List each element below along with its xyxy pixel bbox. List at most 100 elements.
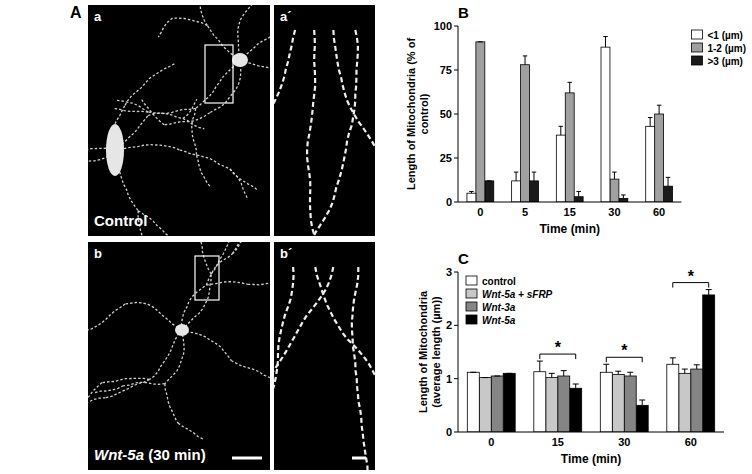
micrograph-content	[274, 30, 375, 236]
significance-mark: *	[555, 339, 562, 356]
error-cap	[627, 372, 633, 373]
x-tick-label: 5	[522, 206, 528, 218]
micrograph	[88, 242, 270, 470]
error-cap	[670, 357, 676, 358]
neurite	[173, 18, 208, 25]
panel-letter: C	[458, 250, 469, 267]
error-stem	[533, 172, 534, 181]
neurite	[150, 330, 183, 380]
significance-mark: *	[688, 268, 695, 285]
figure: AaControla´bWnt-5a (30 min)b´B0255075100…	[0, 0, 752, 474]
error-bar	[615, 371, 621, 374]
x-tick-label: 0	[477, 206, 483, 218]
y-tick	[454, 202, 458, 203]
error-cap	[621, 194, 625, 195]
neurite	[231, 361, 269, 378]
bar	[601, 47, 610, 202]
neurite	[274, 267, 294, 470]
bar	[691, 369, 703, 432]
legend: controlWnt-5a + sFRPWnt-3aWnt-5a	[466, 276, 553, 326]
micrograph	[274, 242, 375, 470]
bar	[476, 42, 485, 202]
legend-label: <1 (µm)	[707, 30, 743, 41]
scale-bar	[232, 457, 262, 460]
bar	[479, 378, 491, 432]
error-cap	[549, 373, 555, 374]
bar	[636, 405, 648, 432]
bar	[600, 372, 612, 432]
y-tick-label: 75	[440, 64, 452, 76]
error-bar	[469, 191, 473, 193]
x-tick-label: 30	[618, 436, 630, 448]
micrograph-content	[88, 242, 270, 458]
micrograph-content	[274, 267, 375, 470]
y-axis-title-line: (average length (µm))	[430, 296, 442, 408]
legend-swatch	[466, 302, 477, 311]
bar	[512, 181, 521, 202]
error-cap	[561, 370, 567, 371]
error-stem	[525, 56, 526, 65]
x-axis	[458, 202, 681, 203]
image-label: b	[94, 246, 102, 261]
error-bar	[573, 384, 579, 388]
x-tick-label: 30	[608, 206, 620, 218]
error-cap	[603, 36, 607, 37]
neurite	[148, 108, 195, 113]
image-caption: Control	[94, 212, 147, 229]
y-tick	[454, 272, 458, 273]
error-cap	[487, 180, 491, 181]
error-bar	[514, 172, 518, 181]
bar	[546, 378, 558, 432]
neurite	[206, 282, 248, 285]
neurite	[248, 283, 270, 285]
y-tick	[454, 26, 458, 27]
error-cap	[639, 400, 645, 401]
error-bar	[682, 369, 688, 373]
error-cap	[694, 364, 700, 365]
y-tick	[454, 114, 458, 115]
y-tick	[454, 378, 458, 379]
bar	[610, 179, 619, 202]
bar	[491, 376, 503, 432]
error-bar	[567, 82, 571, 93]
neurite	[232, 242, 242, 254]
neurite	[274, 30, 295, 236]
bar	[612, 374, 624, 432]
error-bar	[506, 373, 512, 374]
error-bar	[706, 290, 712, 295]
bar	[521, 65, 530, 202]
error-stem	[696, 365, 697, 369]
neurite	[88, 383, 102, 410]
image-label: a´	[280, 9, 292, 24]
error-stem	[606, 364, 607, 372]
neurite	[232, 242, 245, 254]
error-bar	[478, 41, 482, 42]
y-axis-title: Length of Mitochondria (% ofcontrol)	[405, 38, 430, 190]
bar	[570, 388, 582, 432]
error-cap	[478, 41, 482, 42]
error-stem	[560, 126, 561, 135]
legend-label: Wnt-3a	[482, 302, 516, 313]
error-stem	[623, 195, 624, 199]
neurite	[165, 384, 178, 423]
soma	[106, 124, 124, 176]
panel-letter: B	[458, 4, 469, 21]
error-stem	[650, 118, 651, 127]
x-tick-label: 0	[488, 436, 494, 448]
x-tick-label: 15	[564, 206, 576, 218]
bar	[534, 372, 546, 432]
legend-swatch	[691, 30, 702, 39]
x-axis	[458, 432, 724, 433]
neurite	[274, 267, 333, 470]
error-stem	[684, 369, 685, 373]
panel-letter: A	[70, 4, 82, 21]
error-stem	[668, 177, 669, 186]
soma	[175, 324, 189, 336]
image-label: a	[94, 9, 102, 24]
neurite	[178, 423, 203, 439]
error-bar	[612, 172, 616, 179]
neurite	[352, 267, 368, 470]
neurite	[141, 98, 165, 125]
error-cap	[573, 384, 579, 385]
bar	[485, 181, 494, 202]
